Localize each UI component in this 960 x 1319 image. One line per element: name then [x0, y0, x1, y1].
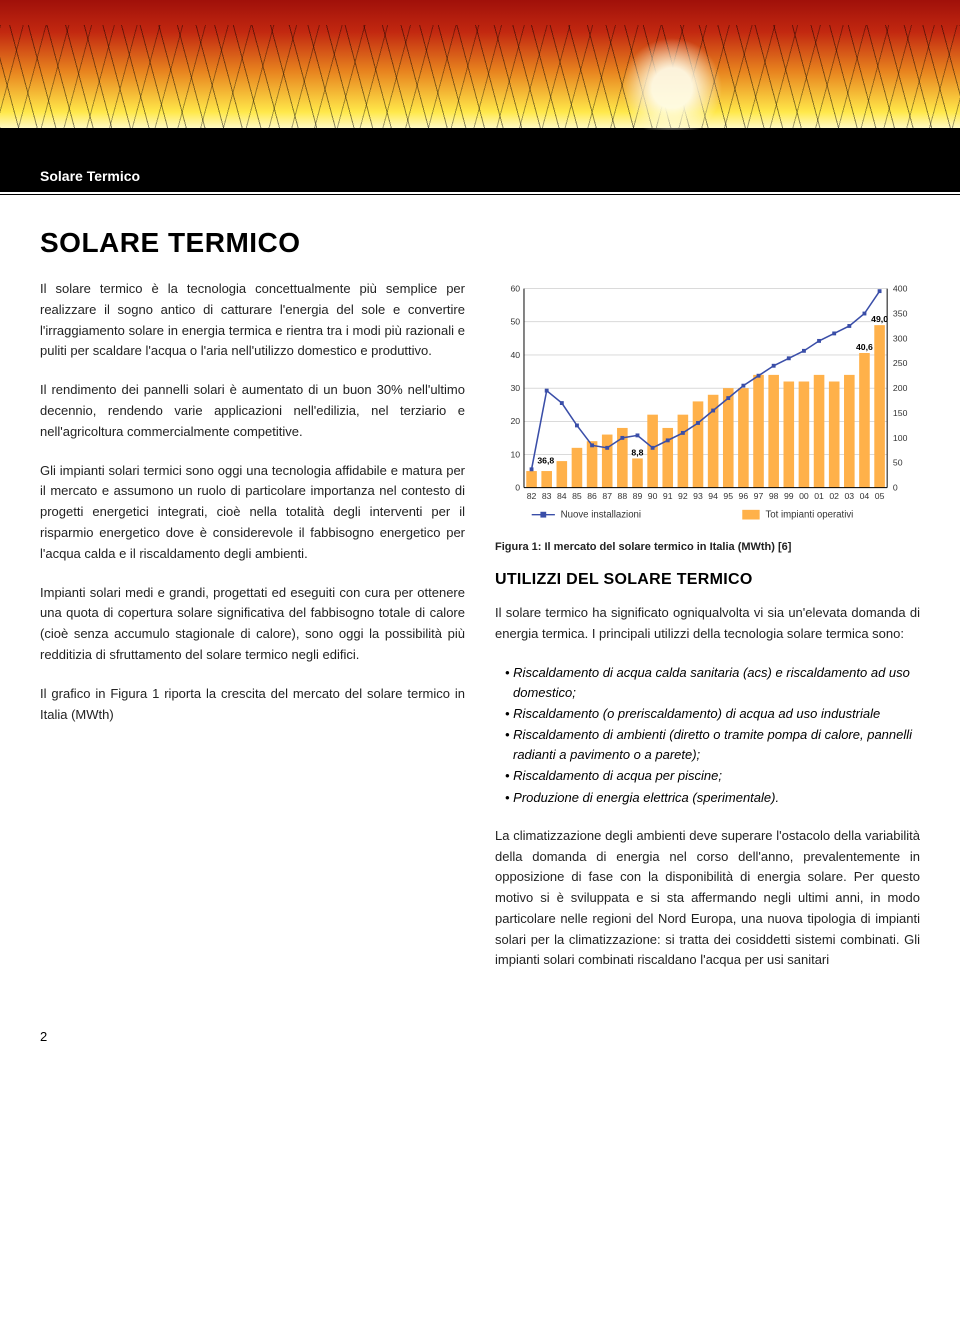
left-column: Il solare termico è la tecnologia concet… [40, 279, 465, 989]
paragraph: La climatizzazione degli ambienti deve s… [495, 826, 920, 972]
svg-text:400: 400 [893, 284, 908, 294]
svg-text:49,0: 49,0 [871, 314, 888, 324]
svg-text:92: 92 [678, 491, 688, 501]
page-number: 2 [0, 1029, 960, 1064]
svg-text:05: 05 [875, 491, 885, 501]
list-item: • Riscaldamento di acqua calda sanitaria… [505, 663, 920, 703]
svg-text:60: 60 [510, 284, 520, 294]
svg-text:95: 95 [723, 491, 733, 501]
svg-text:8,8: 8,8 [631, 448, 643, 458]
svg-text:30: 30 [510, 383, 520, 393]
svg-text:82: 82 [527, 491, 537, 501]
svg-text:40,6: 40,6 [856, 342, 873, 352]
svg-text:98: 98 [769, 491, 779, 501]
paragraph: Impianti solari medi e grandi, progettat… [40, 583, 465, 666]
svg-text:Nuove installazioni: Nuove installazioni [561, 510, 641, 521]
svg-text:300: 300 [893, 333, 908, 343]
svg-text:91: 91 [663, 491, 673, 501]
svg-text:50: 50 [893, 458, 903, 468]
svg-text:96: 96 [739, 491, 749, 501]
list-item: • Riscaldamento (o preriscaldamento) di … [505, 704, 920, 724]
list-item: • Riscaldamento di ambienti (diretto o t… [505, 725, 920, 765]
figure-caption: Figura 1: Il mercato del solare termico … [495, 541, 920, 553]
svg-text:36,8: 36,8 [537, 456, 554, 466]
svg-text:97: 97 [754, 491, 764, 501]
svg-text:01: 01 [814, 491, 824, 501]
svg-text:89: 89 [633, 491, 643, 501]
banner-label: Solare Termico [40, 168, 140, 184]
svg-text:350: 350 [893, 308, 908, 318]
right-column: 0102030405060050100150200250300350400828… [495, 279, 920, 989]
list-item: • Riscaldamento di acqua per piscine; [505, 766, 920, 786]
svg-text:100: 100 [893, 433, 908, 443]
paragraph: Gli impianti solari termici sono oggi un… [40, 461, 465, 565]
svg-text:90: 90 [648, 491, 658, 501]
svg-text:99: 99 [784, 491, 794, 501]
svg-text:0: 0 [515, 483, 520, 493]
section-heading: UTILIZZI DEL SOLARE TERMICO [495, 571, 920, 589]
svg-text:02: 02 [829, 491, 839, 501]
svg-text:86: 86 [587, 491, 597, 501]
svg-text:40: 40 [510, 350, 520, 360]
svg-text:83: 83 [542, 491, 552, 501]
svg-text:20: 20 [510, 416, 520, 426]
paragraph: Il solare termico ha significato ogniqua… [495, 603, 920, 645]
svg-text:10: 10 [510, 449, 520, 459]
paragraph: Il solare termico è la tecnologia concet… [40, 279, 465, 362]
bullet-list: • Riscaldamento di acqua calda sanitaria… [495, 663, 920, 808]
paragraph: Il rendimento dei pannelli solari è aume… [40, 380, 465, 442]
list-item: • Produzione di energia elettrica (speri… [505, 788, 920, 808]
hero-image [0, 0, 960, 160]
svg-text:04: 04 [860, 491, 870, 501]
svg-text:85: 85 [572, 491, 582, 501]
svg-text:150: 150 [893, 408, 908, 418]
svg-text:87: 87 [602, 491, 612, 501]
divider [0, 194, 960, 195]
svg-text:93: 93 [693, 491, 703, 501]
mercato-chart: 0102030405060050100150200250300350400828… [495, 279, 920, 535]
svg-text:50: 50 [510, 317, 520, 327]
svg-text:88: 88 [618, 491, 628, 501]
page-title: SOLARE TERMICO [40, 227, 920, 259]
svg-text:0: 0 [893, 483, 898, 493]
svg-text:200: 200 [893, 383, 908, 393]
svg-text:00: 00 [799, 491, 809, 501]
svg-text:250: 250 [893, 358, 908, 368]
svg-text:84: 84 [557, 491, 567, 501]
svg-text:Tot impianti operativi: Tot impianti operativi [765, 510, 853, 521]
paragraph: Il grafico in Figura 1 riporta la cresci… [40, 684, 465, 726]
svg-text:94: 94 [708, 491, 718, 501]
section-banner: Solare Termico [0, 160, 960, 192]
svg-text:03: 03 [844, 491, 854, 501]
